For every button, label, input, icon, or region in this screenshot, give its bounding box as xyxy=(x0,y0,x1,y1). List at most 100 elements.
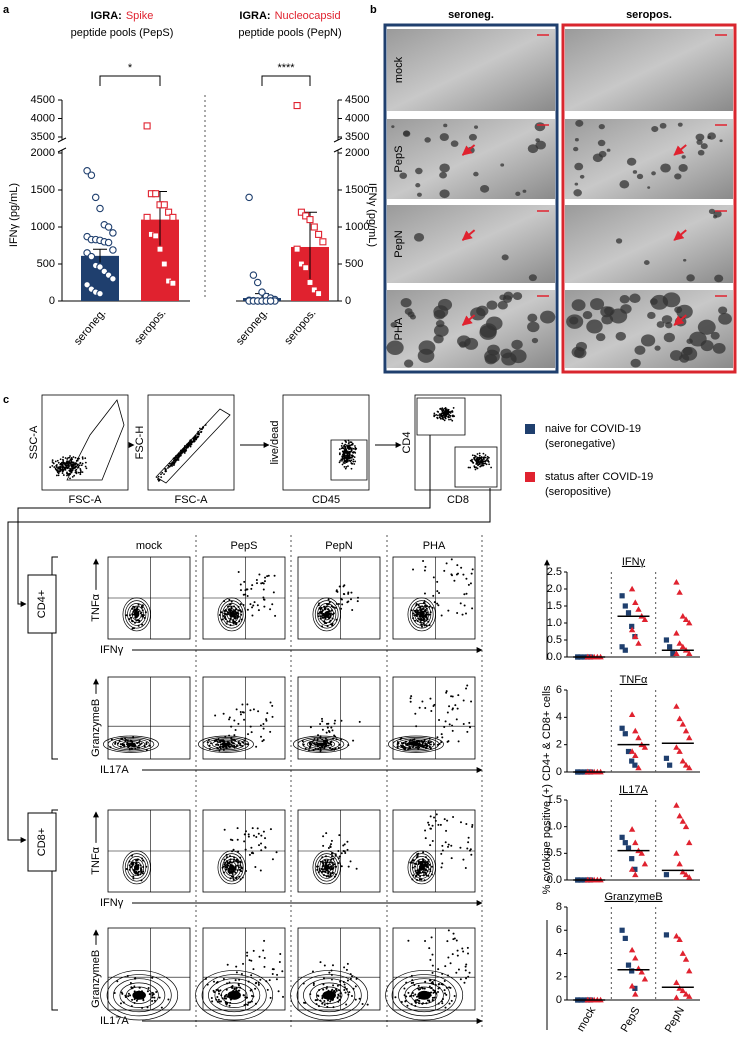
contour xyxy=(134,611,140,618)
contour xyxy=(412,603,432,626)
event xyxy=(255,836,258,839)
event xyxy=(131,998,134,1001)
event xyxy=(448,705,451,708)
contour xyxy=(296,974,362,1017)
event xyxy=(217,998,220,1001)
y-tick-label: 6 xyxy=(556,684,562,696)
event xyxy=(343,458,346,461)
event xyxy=(167,998,170,1001)
flow-x-label: IFNγ xyxy=(100,644,124,656)
event xyxy=(160,473,162,476)
spot xyxy=(479,323,497,338)
event xyxy=(146,990,149,993)
spot xyxy=(574,162,584,171)
data-point xyxy=(676,985,683,991)
event xyxy=(356,596,359,599)
event xyxy=(485,463,488,466)
contour xyxy=(226,861,237,874)
spot xyxy=(399,172,408,179)
event xyxy=(263,605,266,608)
event xyxy=(239,583,242,586)
event xyxy=(350,995,353,998)
event xyxy=(321,997,324,1000)
spot xyxy=(707,135,712,140)
event xyxy=(452,407,455,409)
event xyxy=(449,414,452,417)
event xyxy=(438,592,441,595)
event xyxy=(444,406,447,409)
contour xyxy=(316,742,326,746)
event xyxy=(356,600,359,603)
data-point xyxy=(676,860,683,867)
event xyxy=(243,840,246,843)
event xyxy=(462,573,465,576)
flow-y-label: GranzymeB xyxy=(90,950,102,1008)
event xyxy=(453,937,456,940)
event xyxy=(451,411,454,413)
spot xyxy=(527,144,539,154)
event xyxy=(241,703,244,706)
event xyxy=(221,618,224,621)
spot xyxy=(486,300,498,310)
event xyxy=(147,987,150,990)
event xyxy=(441,844,444,847)
event xyxy=(428,863,431,866)
chart-title: IFNγ xyxy=(622,556,646,568)
event xyxy=(328,731,331,734)
event xyxy=(330,843,333,846)
event xyxy=(351,455,354,458)
spot xyxy=(651,171,656,176)
event xyxy=(451,419,454,422)
event xyxy=(466,684,469,687)
event xyxy=(432,705,435,708)
spot xyxy=(674,306,683,314)
event xyxy=(431,840,434,843)
event xyxy=(431,953,434,956)
data-point xyxy=(673,650,680,656)
spot xyxy=(634,345,646,355)
event xyxy=(216,995,219,998)
event xyxy=(441,412,444,414)
y-tick-label: 1500 xyxy=(345,184,369,196)
event xyxy=(329,1000,332,1003)
event xyxy=(428,947,431,950)
group-label: CD4+ xyxy=(36,590,48,618)
significance-bracket xyxy=(261,75,311,86)
event xyxy=(322,983,325,986)
event xyxy=(113,991,116,994)
event xyxy=(352,452,355,454)
spot xyxy=(695,133,705,142)
contour xyxy=(309,982,349,1008)
event xyxy=(474,468,477,471)
event xyxy=(176,458,179,460)
spot xyxy=(686,274,695,282)
y-tick-label: 1500 xyxy=(31,184,55,196)
spot xyxy=(569,316,579,325)
event xyxy=(62,470,64,473)
event xyxy=(250,852,253,855)
event xyxy=(333,734,336,737)
data-point xyxy=(297,208,305,216)
event xyxy=(472,462,475,464)
event xyxy=(68,469,71,472)
event xyxy=(448,986,451,989)
event xyxy=(69,477,71,480)
event xyxy=(420,625,423,628)
event xyxy=(192,438,195,441)
event xyxy=(61,466,64,469)
event xyxy=(421,743,424,746)
event xyxy=(436,416,439,419)
event xyxy=(239,711,242,714)
event xyxy=(345,1003,348,1006)
event xyxy=(442,409,445,412)
data-point xyxy=(628,711,636,717)
event xyxy=(424,939,427,942)
event xyxy=(468,971,471,974)
event xyxy=(350,462,353,465)
event xyxy=(59,458,62,461)
event xyxy=(232,848,235,851)
spot xyxy=(615,331,627,341)
event xyxy=(251,614,254,617)
event xyxy=(336,996,339,999)
